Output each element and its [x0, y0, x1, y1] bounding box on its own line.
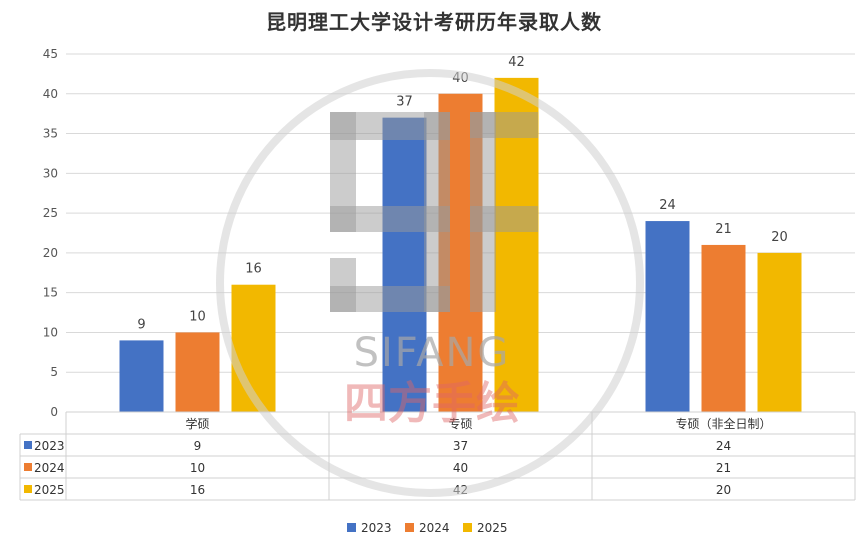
bar [701, 244, 746, 412]
watermark-logo-shape [470, 206, 538, 232]
data-label: 42 [508, 55, 525, 70]
bar [175, 332, 220, 412]
bar [757, 252, 802, 412]
y-tick-label: 30 [43, 166, 58, 180]
data-label: 9 [137, 317, 145, 332]
watermark-latin: SIFANG [354, 330, 511, 376]
y-tick-label: 10 [43, 325, 58, 339]
y-tick-label: 25 [43, 206, 58, 220]
category-label: 专硕 [448, 416, 472, 431]
y-tick-label: 45 [43, 47, 58, 61]
watermark-logo-shape [424, 112, 450, 312]
bar [119, 340, 164, 412]
table-cell: 21 [716, 461, 731, 475]
table-cell: 20 [716, 483, 731, 497]
table-series-label: 2023 [34, 439, 65, 453]
watermark-chinese: 四方手绘 [344, 378, 520, 429]
legend-label: 2025 [477, 521, 508, 535]
bar [382, 117, 427, 413]
y-tick-label: 40 [43, 87, 58, 101]
table-series-label: 2025 [34, 483, 65, 497]
table-legend-key [24, 463, 32, 471]
table-cell: 9 [194, 439, 202, 453]
y-tick-label: 0 [50, 405, 58, 419]
legend-label: 2024 [419, 521, 450, 535]
data-label: 24 [659, 198, 676, 213]
table-cell: 10 [190, 461, 205, 475]
data-label: 37 [396, 95, 413, 110]
table-cell: 37 [453, 439, 468, 453]
y-tick-label: 20 [43, 246, 58, 260]
data-label: 16 [245, 262, 262, 277]
data-label: 20 [771, 230, 788, 245]
table-cell: 24 [716, 439, 731, 453]
y-tick-label: 15 [43, 286, 58, 300]
table-legend-key [24, 485, 32, 493]
category-label: 学硕 [185, 416, 209, 431]
data-label: 21 [715, 222, 732, 237]
bar [645, 221, 690, 412]
legend-swatch [405, 523, 414, 532]
watermark-circle [216, 69, 644, 497]
table-cell: 16 [190, 483, 205, 497]
table-series-label: 2024 [34, 461, 65, 475]
table-legend-key [24, 441, 32, 449]
chart-title: 昆明理工大学设计考研历年录取人数 [266, 10, 602, 34]
table-cell: 40 [453, 461, 468, 475]
data-label: 10 [189, 309, 206, 324]
watermark-logo-shape [330, 286, 450, 312]
legend-swatch [347, 523, 356, 532]
legend-label: 2023 [361, 521, 392, 535]
legend-swatch [463, 523, 472, 532]
y-tick-label: 35 [43, 127, 58, 141]
watermark-logo-shape [470, 112, 538, 138]
category-label: 专硕（非全日制） [675, 416, 771, 431]
y-tick-label: 5 [50, 365, 58, 379]
